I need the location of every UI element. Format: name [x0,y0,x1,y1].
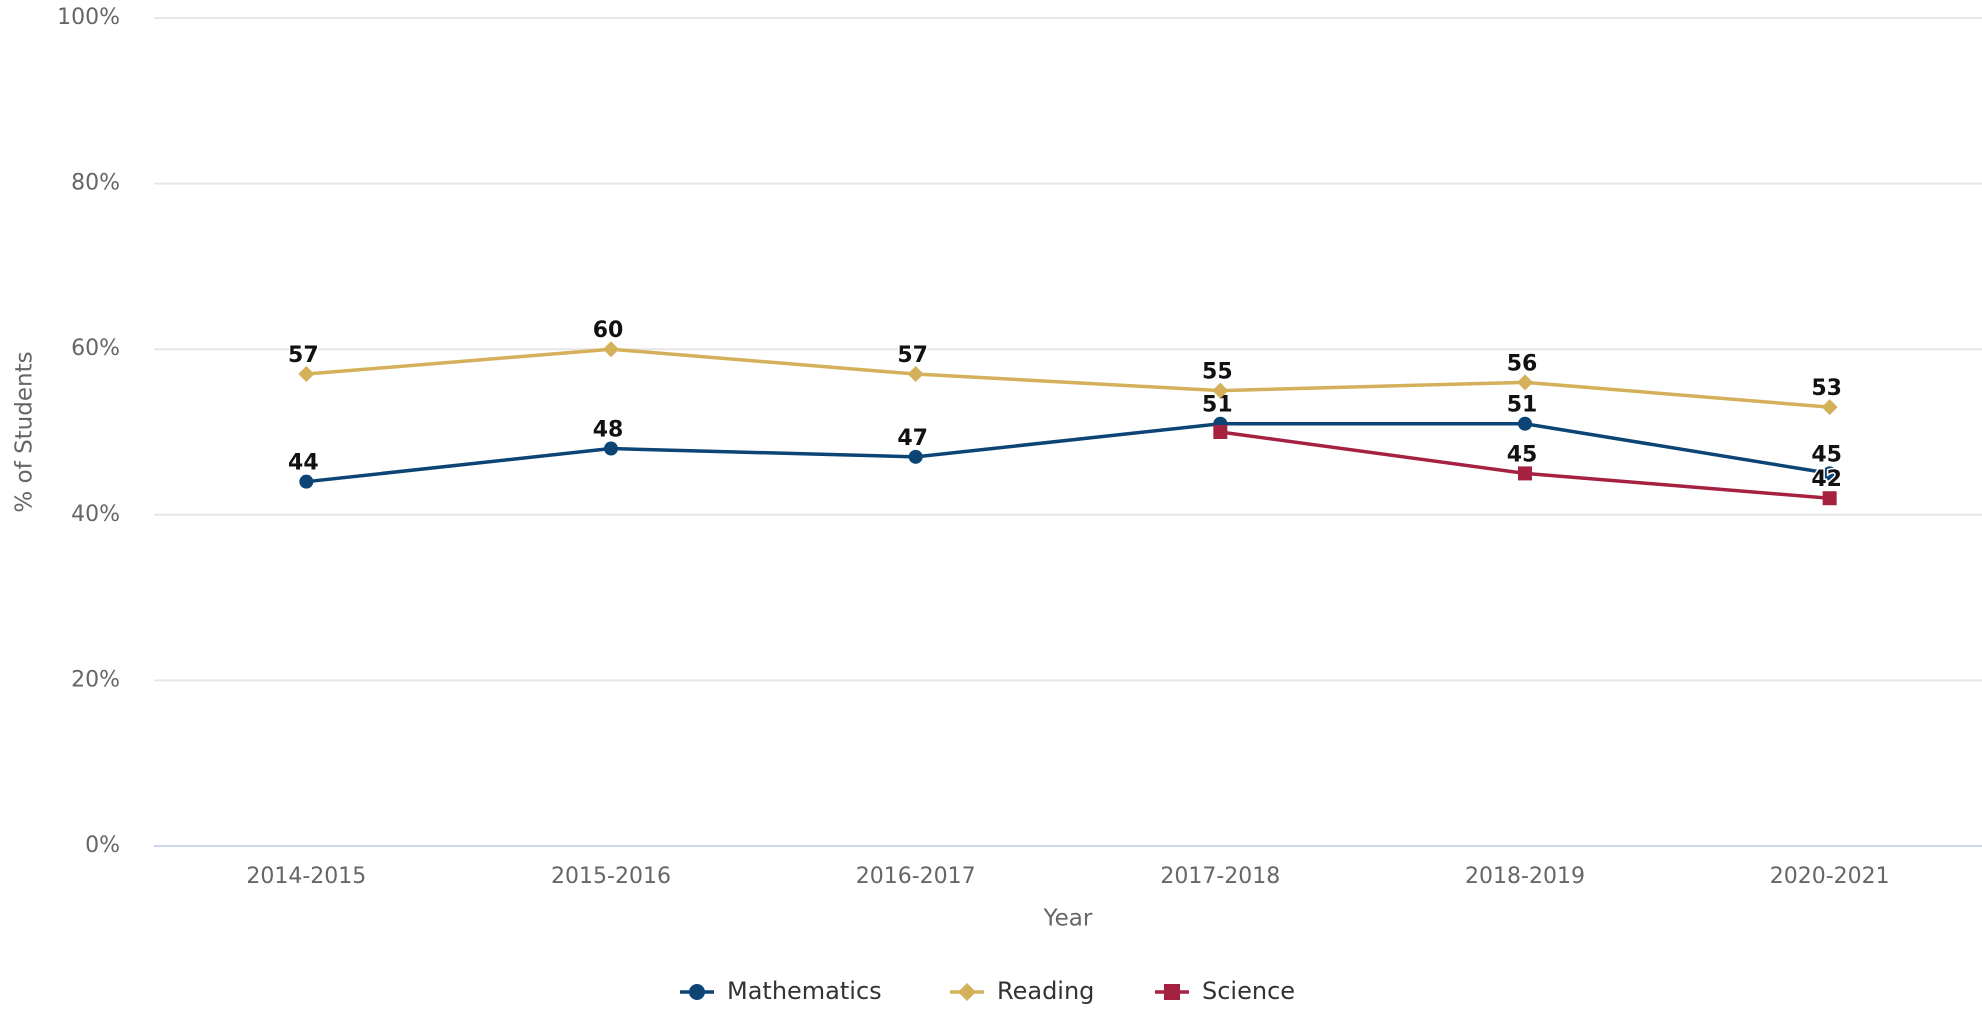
data-label: 51 [1507,393,1538,418]
point [299,474,314,489]
point [1212,382,1229,399]
point [1822,491,1837,506]
data-label: 51 [1202,393,1233,418]
y-tick-label: 0% [85,833,120,858]
legend-marker [1164,984,1180,1000]
point [1517,374,1533,391]
x-axis-title: Year [1043,906,1093,932]
point [1518,466,1532,481]
x-tick-label: 2018-2019 [1465,864,1585,889]
x-tick-label: 2020-2021 [1770,864,1890,889]
y-tick-label: 80% [71,171,120,196]
x-tick-label: 2016-2017 [856,864,976,889]
point [298,366,315,383]
legend-marker [689,984,705,1000]
data-label: 42 [1811,467,1842,492]
data-label: 48 [593,418,624,443]
point [1822,466,1837,481]
point [603,341,619,358]
data-label: 45 [1507,442,1538,467]
data-label: 56 [1507,351,1538,376]
data-label: 53 [1811,376,1842,401]
y-tick-label: 60% [71,336,120,361]
x-tick-label: 2014-2015 [246,864,366,889]
series-line [306,421,1830,484]
y-tick-label: 100% [57,5,120,30]
y-tick-label: 40% [71,502,120,527]
point [907,366,924,383]
point [604,441,618,456]
data-label: 45 [1811,442,1842,467]
legend-label[interactable]: Mathematics [727,977,882,1005]
data-label: 57 [288,343,319,368]
point [908,449,923,464]
data-label: 44 [288,451,319,476]
point [1518,416,1532,431]
series-line [306,347,1830,409]
data-label: 55 [1202,360,1233,385]
y-tick-label: 20% [71,667,120,692]
y-axis-title: % of Students [12,351,38,512]
x-tick-label: 2017-2018 [1160,864,1280,889]
legend-label[interactable]: Science [1202,977,1295,1005]
data-label: 47 [897,426,928,451]
point [1821,399,1838,416]
data-label: 57 [897,343,928,368]
legend-marker [958,983,976,1001]
legend-label[interactable]: Reading [997,977,1094,1005]
data-label: 60 [593,318,624,343]
point [1213,425,1228,439]
x-tick-label: 2015-2016 [551,864,671,889]
